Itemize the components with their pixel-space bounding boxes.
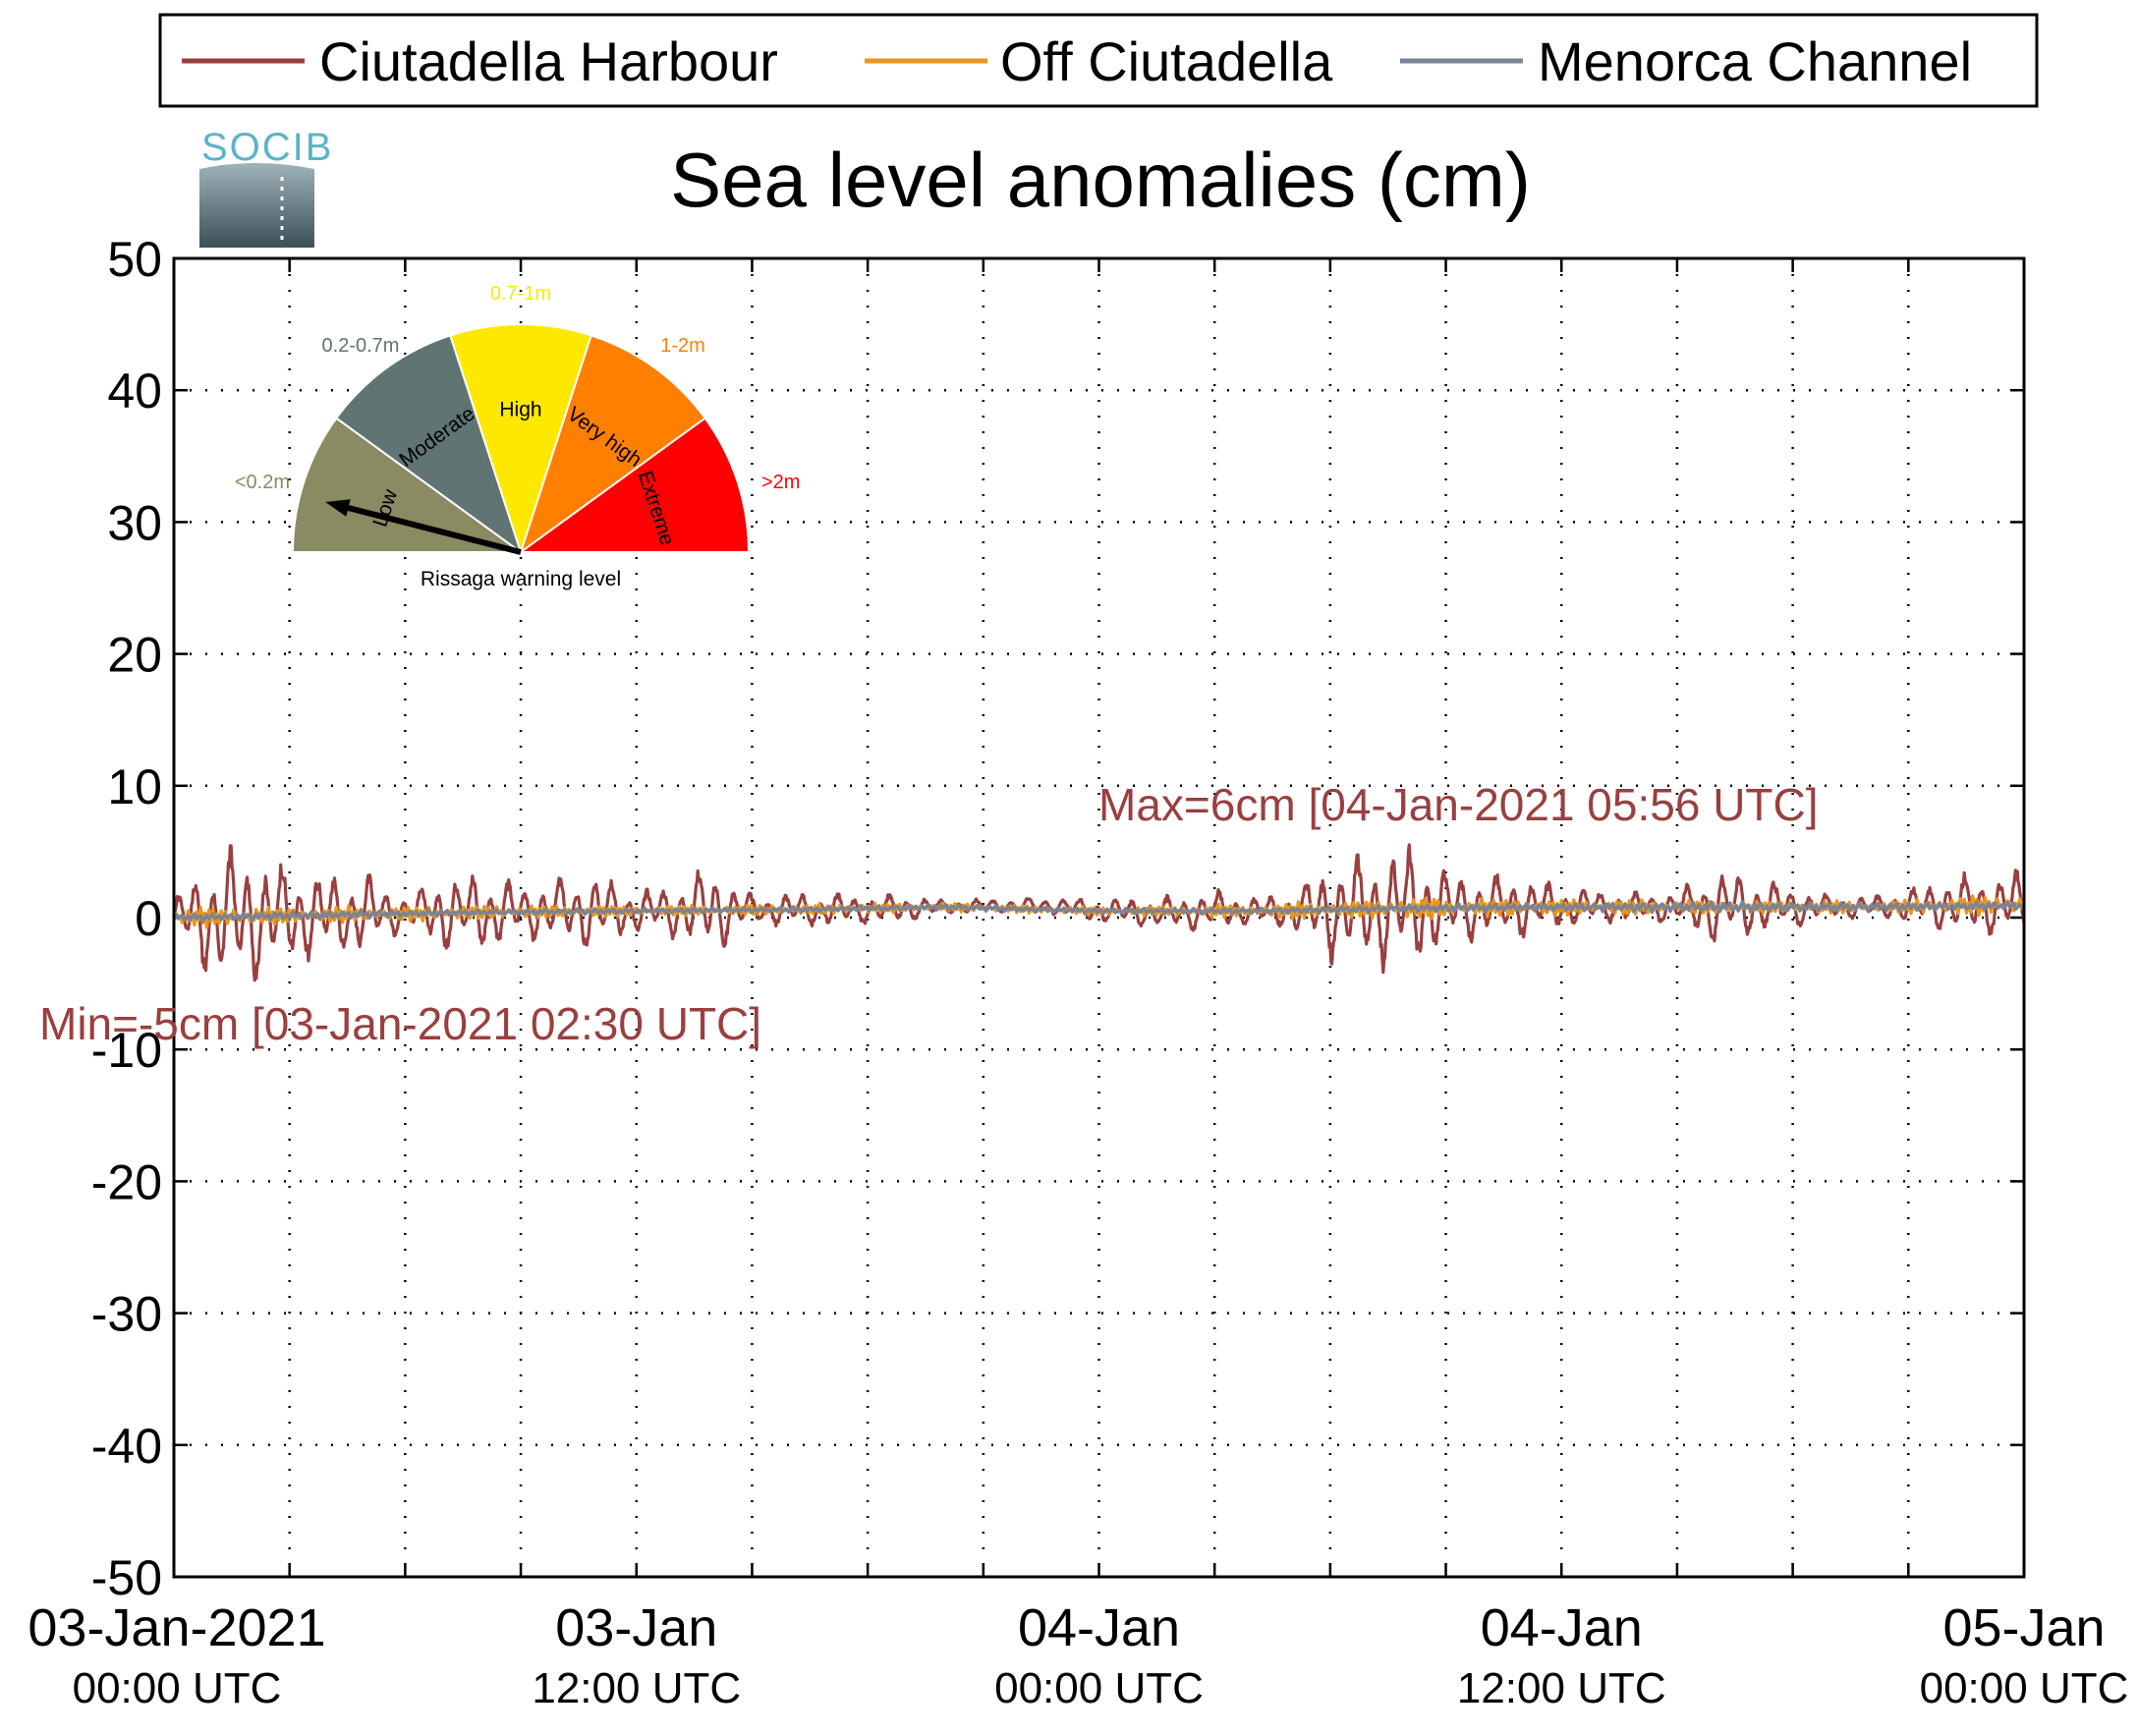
x-tick-sublabel: 00:00 UTC <box>1920 1664 2129 1712</box>
chart-title: Sea level anomalies (cm) <box>670 137 1531 223</box>
y-tick-label: -20 <box>91 1154 162 1209</box>
x-tick-label: 03-Jan <box>555 1598 717 1657</box>
gauge-sector-extreme <box>517 417 751 553</box>
socib-logo: SOCIB <box>199 126 333 248</box>
y-tick-label: 0 <box>135 891 162 946</box>
min-annotation: Min=-5cm [03-Jan-2021 02:30 UTC] <box>39 998 761 1049</box>
x-axis: 03-Jan-2021 00:00 UTC 03-Jan 12:00 UTC 04-Ja… <box>28 1598 2128 1712</box>
y-tick-label: -30 <box>91 1287 162 1342</box>
x-tick-sublabel: 12:00 UTC <box>532 1664 741 1712</box>
gauge-sector-very-high <box>519 334 707 555</box>
x-tick-label: 03-Jan-2021 <box>28 1598 325 1657</box>
x-tick-sublabel: 12:00 UTC <box>1457 1664 1666 1712</box>
gauge-range-label: >2m <box>761 472 800 493</box>
y-tick-label: -40 <box>91 1419 162 1474</box>
y-tick-label: 10 <box>107 759 162 814</box>
legend-label-ciutadella-harbour: Ciutadella Harbour <box>319 30 778 92</box>
gauge-range-label: <0.2m <box>235 472 290 493</box>
gauge-caption: Rissaga warning level <box>421 568 621 590</box>
gauge-pointer-head <box>325 499 351 517</box>
legend: Ciutadella Harbour Off Ciutadella Menorc… <box>158 13 2039 108</box>
legend-label-menorca-channel: Menorca Channel <box>1538 30 1972 92</box>
gauge-range-label: 1-2m <box>660 335 705 357</box>
x-tick-label: 04-Jan <box>1018 1598 1180 1657</box>
x-tick-sublabel: 00:00 UTC <box>994 1664 1204 1712</box>
socib-logo-text: SOCIB <box>201 126 333 169</box>
gauge-sector-high <box>449 323 592 556</box>
y-tick-label: 30 <box>107 495 162 550</box>
plot-frame <box>172 256 2026 1579</box>
gauge-sector-label: High <box>499 399 541 421</box>
x-tick-sublabel: 00:00 UTC <box>73 1664 282 1712</box>
y-tick-label: 20 <box>107 628 162 683</box>
series-line-menorca-channel <box>172 900 2026 924</box>
gauge-sector-moderate <box>334 334 523 555</box>
y-tick-label: 40 <box>107 364 162 419</box>
series-layer <box>172 843 2026 982</box>
x-tick-label: 05-Jan <box>1942 1598 2105 1657</box>
legend-label-off-ciutadella: Off Ciutadella <box>1000 30 1333 92</box>
y-axis: -50 -40 -30 -20 -10 0 10 20 30 40 50 <box>91 232 162 1605</box>
y-tick-label: 50 <box>107 232 162 287</box>
y-tick-label: -50 <box>91 1550 162 1605</box>
max-annotation: Max=6cm [04-Jan-2021 05:56 UTC] <box>1098 779 1819 830</box>
gauge-sector-low <box>291 417 525 553</box>
gauge-range-label: 0.7-1m <box>490 283 551 305</box>
x-tick-label: 04-Jan <box>1481 1598 1643 1657</box>
y-tick-label: -10 <box>91 1023 162 1078</box>
gauge-range-label: 0.2-0.7m <box>322 335 400 357</box>
gauge-pointer <box>332 501 522 555</box>
